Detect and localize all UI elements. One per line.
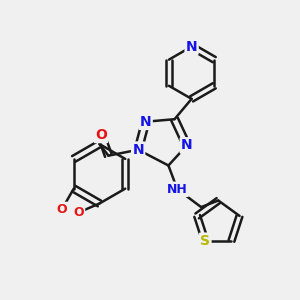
Text: S: S (200, 234, 210, 248)
Text: N: N (132, 143, 144, 157)
Text: O: O (95, 128, 107, 142)
Text: N: N (181, 139, 193, 152)
Text: N: N (140, 115, 152, 129)
Text: N: N (186, 40, 197, 54)
Text: NH: NH (167, 183, 188, 196)
Text: O: O (74, 206, 84, 219)
Text: O: O (56, 203, 67, 216)
